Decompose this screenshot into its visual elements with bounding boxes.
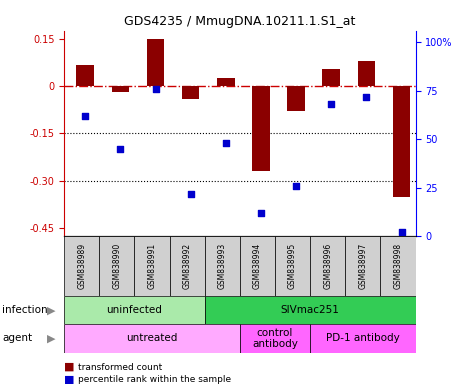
Point: [81, 113, 89, 119]
Text: ▶: ▶: [47, 333, 56, 344]
Text: GSM838994: GSM838994: [253, 243, 262, 289]
Text: ■: ■: [64, 374, 75, 384]
Text: GSM838998: GSM838998: [394, 243, 402, 289]
Point: [362, 94, 370, 100]
Text: uninfected: uninfected: [106, 305, 162, 316]
Bar: [99, 236, 134, 296]
Point: [152, 86, 159, 92]
Bar: [182, 86, 200, 99]
Bar: [64, 324, 240, 353]
Text: infection: infection: [2, 305, 48, 316]
Point: [327, 101, 335, 108]
Bar: [240, 236, 275, 296]
Point: [292, 183, 300, 189]
Bar: [205, 296, 416, 324]
Bar: [76, 66, 94, 86]
Text: agent: agent: [2, 333, 32, 344]
Bar: [205, 236, 240, 296]
Text: GSM838993: GSM838993: [218, 243, 227, 289]
Bar: [147, 39, 164, 86]
Bar: [310, 324, 416, 353]
Point: [116, 146, 124, 152]
Bar: [345, 236, 380, 296]
Point: [257, 210, 265, 216]
Bar: [323, 69, 340, 86]
Text: control
antibody: control antibody: [252, 328, 298, 349]
Text: ▶: ▶: [47, 305, 56, 316]
Text: GSM838991: GSM838991: [148, 243, 156, 289]
Bar: [358, 61, 375, 86]
Text: GSM838997: GSM838997: [359, 243, 367, 289]
Bar: [112, 86, 129, 92]
Bar: [252, 86, 270, 171]
Point: [222, 140, 229, 146]
Bar: [393, 86, 410, 197]
Point: [187, 190, 194, 197]
Bar: [240, 324, 310, 353]
Bar: [64, 236, 99, 296]
Text: PD-1 antibody: PD-1 antibody: [326, 333, 400, 344]
Title: GDS4235 / MmugDNA.10211.1.S1_at: GDS4235 / MmugDNA.10211.1.S1_at: [124, 15, 356, 28]
Point: [398, 229, 405, 235]
Text: untreated: untreated: [126, 333, 178, 344]
Bar: [310, 236, 345, 296]
Text: GSM838992: GSM838992: [183, 243, 191, 289]
Text: GSM838996: GSM838996: [323, 243, 332, 289]
Bar: [380, 236, 416, 296]
Text: GSM838989: GSM838989: [77, 243, 86, 289]
Text: SIVmac251: SIVmac251: [281, 305, 340, 316]
Text: GSM838995: GSM838995: [288, 243, 297, 289]
Bar: [64, 296, 205, 324]
Text: GSM838990: GSM838990: [113, 243, 121, 289]
Bar: [170, 236, 205, 296]
Bar: [287, 86, 305, 111]
Bar: [134, 236, 170, 296]
Text: ■: ■: [64, 362, 75, 372]
Text: percentile rank within the sample: percentile rank within the sample: [78, 375, 231, 384]
Text: transformed count: transformed count: [78, 362, 162, 372]
Bar: [275, 236, 310, 296]
Bar: [217, 78, 235, 86]
